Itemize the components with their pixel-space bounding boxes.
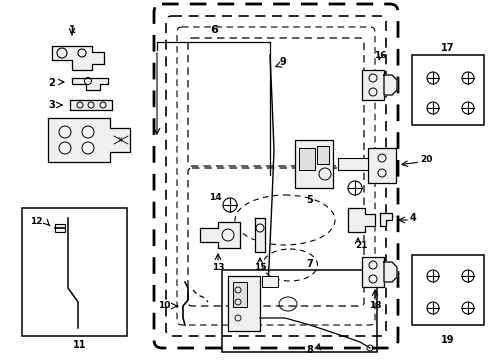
Polygon shape — [383, 262, 396, 282]
Polygon shape — [72, 78, 108, 90]
Bar — [262, 276, 278, 287]
Text: 7: 7 — [306, 259, 313, 269]
Bar — [367, 148, 395, 183]
Text: 6: 6 — [210, 25, 218, 35]
Bar — [361, 257, 383, 287]
Text: 20: 20 — [419, 156, 431, 165]
Polygon shape — [52, 46, 104, 70]
Text: 16: 16 — [373, 50, 386, 59]
Text: 21: 21 — [354, 240, 367, 249]
Polygon shape — [70, 100, 112, 110]
Text: 17: 17 — [440, 43, 454, 53]
Bar — [316, 146, 328, 164]
Polygon shape — [254, 218, 264, 252]
Text: 3: 3 — [48, 100, 55, 110]
Text: 5: 5 — [306, 195, 313, 205]
Polygon shape — [347, 208, 374, 232]
Bar — [55, 224, 65, 232]
Bar — [222, 270, 376, 352]
Bar — [411, 255, 483, 325]
Bar — [22, 208, 127, 336]
Bar — [411, 55, 483, 125]
Polygon shape — [200, 222, 240, 248]
Text: 14: 14 — [208, 194, 221, 202]
Text: X: X — [118, 137, 122, 143]
Text: 15: 15 — [253, 264, 265, 273]
Text: 1: 1 — [68, 25, 75, 35]
Bar — [227, 276, 260, 331]
Text: 2: 2 — [48, 78, 55, 88]
Text: 12: 12 — [30, 217, 42, 226]
Polygon shape — [383, 75, 396, 95]
Bar — [294, 140, 332, 188]
Text: 18: 18 — [368, 301, 381, 310]
Text: 19: 19 — [440, 335, 454, 345]
Bar — [298, 148, 314, 170]
Text: 8: 8 — [306, 345, 313, 355]
Polygon shape — [48, 118, 130, 162]
Text: 13: 13 — [211, 264, 224, 273]
Bar — [337, 158, 367, 170]
Polygon shape — [379, 213, 391, 226]
Text: 9: 9 — [280, 57, 286, 67]
Text: 4: 4 — [409, 213, 416, 223]
Bar — [232, 282, 246, 307]
Text: 11: 11 — [73, 340, 86, 350]
Text: 10: 10 — [157, 301, 170, 310]
Bar — [361, 70, 383, 100]
